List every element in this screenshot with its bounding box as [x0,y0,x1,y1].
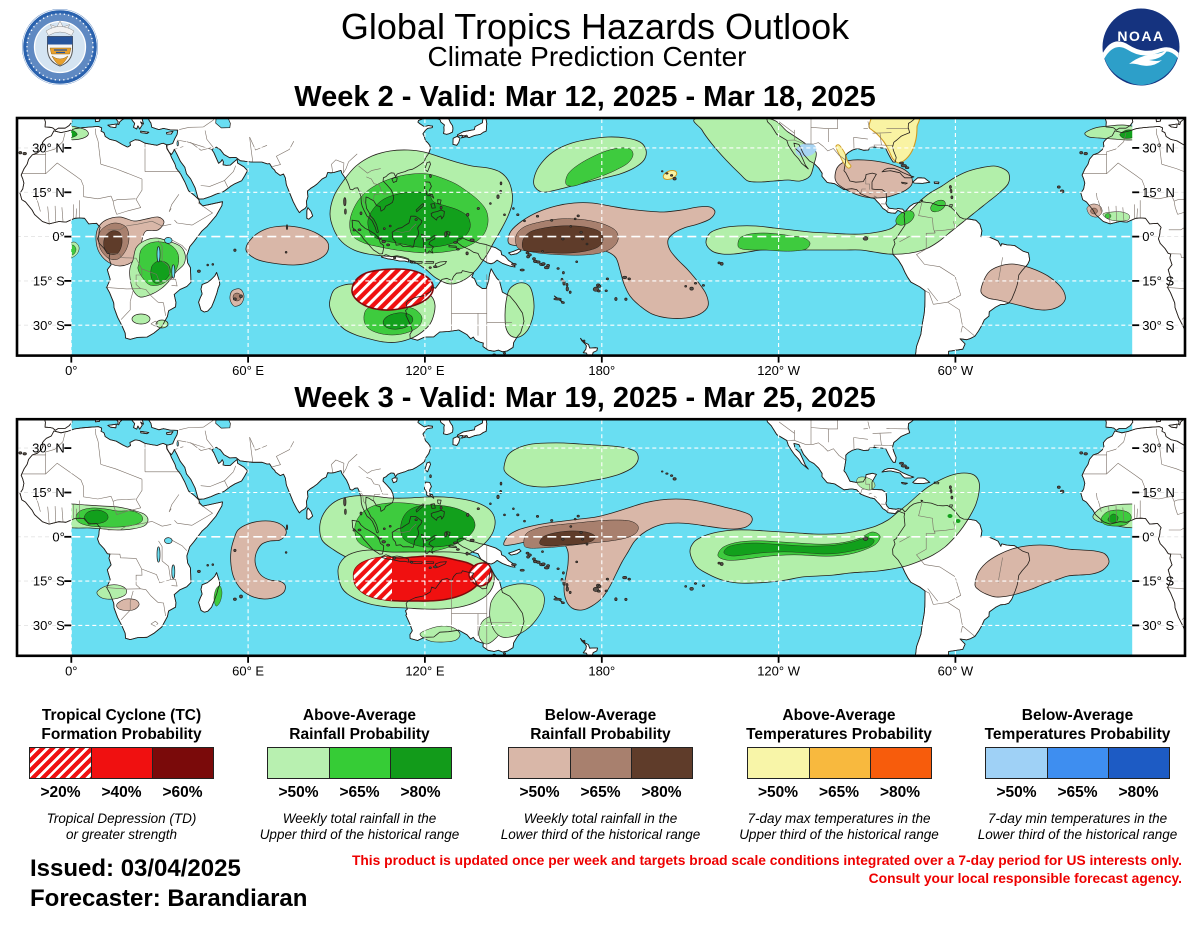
svg-text:15° N: 15° N [1142,185,1175,200]
svg-text:30° S: 30° S [1142,318,1174,333]
svg-text:30° S: 30° S [1142,618,1174,633]
svg-text:30° S: 30° S [33,318,65,333]
svg-text:60° W: 60° W [938,663,974,678]
svg-text:30° N: 30° N [32,140,65,155]
svg-text:15° N: 15° N [32,485,65,500]
svg-text:0°: 0° [52,229,64,244]
svg-text:15° S: 15° S [33,273,65,288]
svg-text:15° N: 15° N [1142,485,1175,500]
svg-text:15° S: 15° S [1142,273,1174,288]
svg-text:30° N: 30° N [1142,140,1175,155]
svg-text:0°: 0° [65,363,77,378]
svg-text:120° E: 120° E [405,663,445,678]
svg-text:30° N: 30° N [32,441,65,456]
svg-text:15° S: 15° S [1142,574,1174,589]
svg-text:180°: 180° [588,363,615,378]
svg-text:15° S: 15° S [33,574,65,589]
svg-text:60° E: 60° E [232,363,264,378]
svg-text:30° N: 30° N [1142,441,1175,456]
svg-text:120° W: 120° W [757,363,801,378]
svg-text:15° N: 15° N [32,185,65,200]
svg-text:60° E: 60° E [232,663,264,678]
svg-text:NOAA: NOAA [1117,28,1164,44]
svg-text:30° S: 30° S [33,618,65,633]
svg-text:0°: 0° [65,663,77,678]
svg-text:0°: 0° [1142,229,1154,244]
svg-text:120° W: 120° W [757,663,801,678]
svg-text:180°: 180° [588,663,615,678]
svg-text:0°: 0° [1142,529,1154,544]
svg-text:60° W: 60° W [938,363,974,378]
svg-text:0°: 0° [52,529,64,544]
svg-text:120° E: 120° E [405,363,445,378]
